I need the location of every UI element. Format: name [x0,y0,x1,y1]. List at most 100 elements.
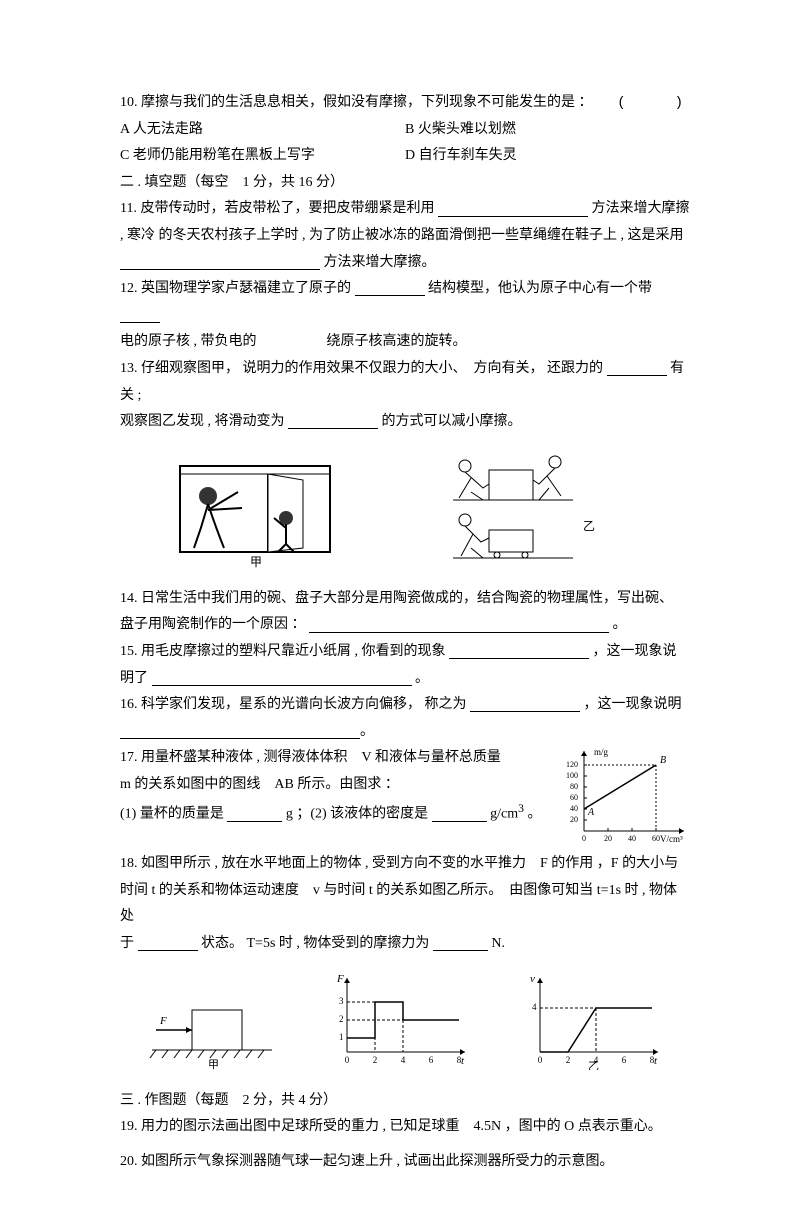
svg-text:乙: 乙 [583,519,595,533]
q15-p1a: 15. 用毛皮摩擦过的塑料尺靠近小纸屑 , 你看到的现象 [120,644,446,659]
q12: 12. 英国物理学家卢瑟福建立了原子的 结构模型，他认为原子中心有一个带 电的原… [120,276,690,356]
q18-l3a: 于 [120,936,134,951]
blank [432,807,487,822]
blank [309,618,609,633]
svg-text:乙: 乙 [588,1060,599,1070]
q12-p1b: 结构模型，他认为原子中心有一个带 [428,281,652,296]
q16-p1b: ，这一现象说明 [584,697,682,712]
blank [607,361,667,376]
q15: 15. 用毛皮摩擦过的塑料尺靠近小纸屑 , 你看到的现象 ，这一现象说 明了 。 [120,639,690,692]
q10-row2: C 老师仍能用粉笔在黑板上写字 D 自行车刹车失灵 [120,143,690,170]
q17-l3d: 。 [527,807,541,822]
q14-p2b: 。 [613,617,627,632]
q12-p1a: 12. 英国物理学家卢瑟福建立了原子的 [120,281,351,296]
q10-text: 10. 摩擦与我们的生活息息相关，假如没有摩擦，下列现象不可能发生的是 ： [120,90,593,117]
svg-text:8: 8 [457,1055,462,1065]
q16: 16. 科学家们发现，星系的光谱向长波方向偏移， 称之为 ，这一现象说明 。 [120,692,690,745]
q13-p2b: 的方式可以减小摩擦。 [382,414,522,429]
section2-heading: 二 . 填空题（每空 1 分，共 16 分） [120,170,690,197]
q17: 17. 用量杯盛某种液体 , 测得液体体积 V 和液体与量杯总质量 m 的关系如… [120,745,690,845]
q12-p2: 电的原子核 , 带负电的 绕原子核高速的旋转。 [120,334,467,349]
q11-p3: 方法来增大摩擦。 [324,255,436,270]
svg-text:40: 40 [628,834,636,843]
q15-p2a: 明了 [120,671,148,686]
svg-text:2: 2 [373,1055,378,1065]
svg-text:2: 2 [566,1055,571,1065]
blank [355,281,425,296]
q11-p2: 的冬天农村孩子上学时 , 为了防止被冰冻的路面滑倒把一些草绳缠在鞋子上 , 这是… [159,228,684,243]
q17-l2: m 的关系如图中的图线 AB 所示。由图求 ： [120,772,560,799]
svg-text:B: B [660,755,666,766]
q13: 13. 仔细观察图甲， 说明力的作用效果不仅跟力的大小、 方向有关， 还跟力的 … [120,356,690,436]
q18-l2: 时间 t 的关系和物体运动速度 v 与时间 t 的关系如图乙所示。 由图像可知当… [120,883,677,925]
q13-figures: 甲 乙 [120,448,690,568]
blank [449,644,589,659]
svg-text:F: F [336,973,344,985]
q18-fig-jia: F 甲 [142,980,282,1070]
svg-text:甲: 甲 [249,555,261,568]
q10-row1: A 人无法走路 B 火柴头难以划燃 [120,117,690,144]
svg-text:甲: 甲 [208,1059,219,1070]
q13-p2a: 观察图乙发现 , 将滑动变为 [120,414,285,429]
q13-p1a: 13. 仔细观察图甲， 说明力的作用效果不仅跟力的大小、 方向有关， 还跟力的 [120,361,603,376]
svg-text:m/g: m/g [594,747,609,757]
svg-text:v: v [530,973,535,985]
svg-text:20: 20 [570,815,578,824]
blank [120,255,320,270]
q15-p1b: ，这一现象说 [593,644,677,659]
q10-paren: ( ) [617,90,690,117]
svg-text:6: 6 [622,1055,627,1065]
svg-text:8: 8 [650,1055,655,1065]
blank [433,936,488,951]
q10-b: B 火柴头难以划燃 [405,117,690,144]
q17-l3c: g/cm [490,807,518,822]
section3-heading: 三 . 作图题（每题 2 分，共 4 分） [120,1088,690,1115]
q11-p1a: 11. 皮带传动时，若皮带松了，要把皮带绷紧是利用 [120,201,434,216]
q16-p1a: 16. 科学家们发现，星系的光谱向长波方向偏移， 称之为 [120,697,467,712]
svg-text:2: 2 [339,1014,344,1024]
svg-text:t: t [654,1055,658,1067]
q17-l1: 17. 用量杯盛某种液体 , 测得液体体积 V 和液体与量杯总质量 [120,745,560,772]
svg-text:4: 4 [401,1055,406,1065]
q19: 19. 用力的图示法画出图中足球所受的重力 , 已知足球重 4.5N ，图中的 … [120,1114,690,1141]
q17-l3a: (1) 量杯的质量是 [120,807,224,822]
svg-text:3: 3 [339,996,344,1006]
blank [288,414,378,429]
q10-a: A 人无法走路 [120,117,405,144]
svg-text:40: 40 [570,804,578,813]
q20: 20. 如图所示气象探测器随气球一起匀速上升 , 试画出此探测器所受力的示意图。 [120,1149,690,1176]
blank [152,671,412,686]
svg-text:0: 0 [345,1055,350,1065]
q18: 18. 如图甲所示 , 放在水平地面上的物体 , 受到方向不变的水平推力 F 的… [120,851,690,957]
svg-text:F: F [159,1015,167,1027]
q18-l3b: 状态。 T=5s 时 , 物体受到的摩擦力为 [201,936,429,951]
q14: 14. 日常生活中我们用的碗、盘子大部分是用陶瓷做成的，结合陶瓷的物理属性，写出… [120,586,690,639]
blank [227,807,282,822]
blank [438,202,588,217]
svg-text:60: 60 [570,793,578,802]
q18-fig-vt: v t 4 02 468 乙 [518,970,668,1070]
svg-text:20: 20 [604,834,612,843]
svg-text:0: 0 [582,834,586,843]
q17-graph: m/g V/cm³ 2040 6080 100120 020 4060 [560,745,690,845]
svg-text:80: 80 [570,782,578,791]
q11: 11. 皮带传动时，若皮带松了，要把皮带绷紧是利用 方法来增大摩擦 , 寒冷 的… [120,196,690,276]
q18-l3c: N. [491,936,505,951]
svg-text:6: 6 [429,1055,434,1065]
q14-p2a: 盘子用陶瓷制作的一个原因 ： [120,617,306,632]
q10-stem: 10. 摩擦与我们的生活息息相关，假如没有摩擦，下列现象不可能发生的是 ： ( … [120,90,690,117]
blank [120,724,360,739]
svg-text:120: 120 [566,760,578,769]
figure-jia-door: 甲 [168,448,348,568]
svg-text:4: 4 [532,1002,537,1012]
q18-fig-Ft: F t 123 02 468 [325,970,475,1070]
svg-text:t: t [461,1055,465,1067]
svg-text:0: 0 [538,1055,543,1065]
q17-l3b: g ；(2) 该液体的密度是 [286,807,428,822]
blank [138,936,198,951]
svg-text:100: 100 [566,771,578,780]
svg-text:V/cm³: V/cm³ [660,834,683,844]
svg-text:A: A [587,807,595,818]
q18-l1: 18. 如图甲所示 , 放在水平地面上的物体 , 受到方向不变的水平推力 F 的… [120,856,678,871]
q10-d: D 自行车刹车失灵 [405,143,690,170]
